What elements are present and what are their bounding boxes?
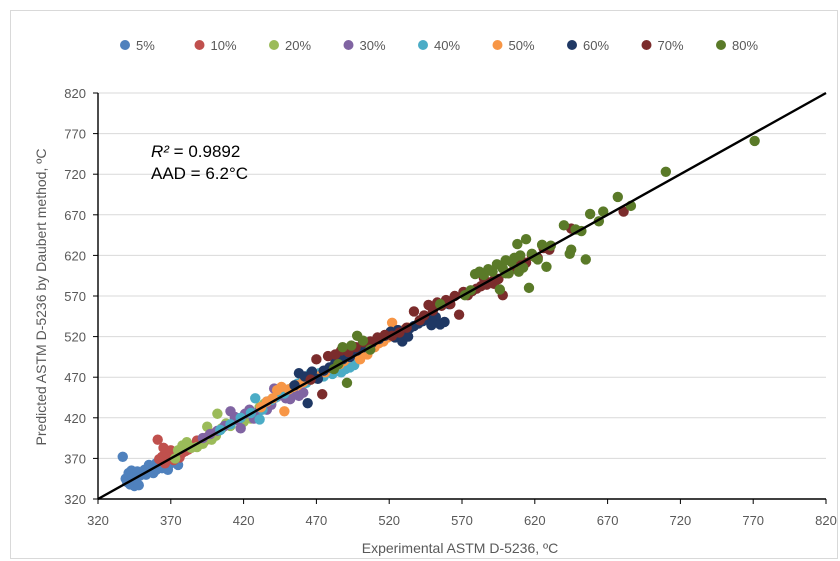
point-40pct-4 bbox=[250, 393, 261, 404]
x-tick-label-470: 470 bbox=[306, 513, 328, 528]
point-80pct-36 bbox=[566, 244, 577, 255]
point-20pct-10 bbox=[212, 408, 223, 419]
point-80pct-6 bbox=[357, 335, 369, 346]
point-80pct-2 bbox=[337, 341, 348, 353]
point-80pct-30 bbox=[532, 254, 543, 265]
y-tick-label-620: 620 bbox=[64, 248, 86, 263]
series-80pct bbox=[328, 135, 760, 389]
x-tick-label-670: 670 bbox=[597, 513, 619, 528]
x-tick-label-720: 720 bbox=[670, 513, 692, 528]
point-80pct-39 bbox=[580, 254, 591, 265]
point-30pct-22 bbox=[298, 387, 309, 398]
parity-line bbox=[97, 91, 827, 501]
point-10pct-22 bbox=[165, 445, 176, 456]
legend: 5% 10% 20% 30% 40% 50% 60% 70% 80% bbox=[120, 38, 758, 53]
point-80pct-31 bbox=[536, 239, 548, 251]
point-5pct-0 bbox=[117, 451, 128, 462]
data-points bbox=[117, 135, 760, 492]
point-5pct-10 bbox=[133, 479, 144, 491]
point-80pct-4 bbox=[346, 340, 357, 351]
legend-marker-40pct bbox=[418, 40, 428, 50]
point-70pct-25 bbox=[453, 309, 465, 320]
point-80pct-34 bbox=[558, 220, 570, 231]
legend-label-40pct: 40% bbox=[434, 38, 460, 53]
x-tick-label-320: 320 bbox=[87, 513, 109, 528]
annotation-r2: R² = 0.9892 bbox=[151, 142, 240, 161]
point-80pct-32 bbox=[541, 261, 552, 272]
legend-label-50pct: 50% bbox=[509, 38, 535, 53]
y-tick-label-520: 520 bbox=[64, 330, 86, 345]
point-80pct-27 bbox=[523, 282, 535, 294]
legend-label-70pct: 70% bbox=[658, 38, 684, 53]
point-80pct-26 bbox=[520, 233, 532, 245]
point-60pct-26 bbox=[426, 320, 437, 331]
legend-marker-60pct bbox=[567, 40, 577, 50]
legend-label-10pct: 10% bbox=[211, 38, 237, 53]
point-50pct-31 bbox=[354, 354, 366, 365]
y-tick-label-470: 470 bbox=[64, 370, 86, 385]
x-axis-title: Experimental ASTM D-5236, ºC bbox=[362, 540, 559, 556]
legend-marker-30pct bbox=[343, 40, 354, 50]
legend-marker-20pct bbox=[269, 40, 279, 50]
x-tick-label-820: 820 bbox=[815, 513, 837, 528]
point-80pct-24 bbox=[515, 250, 526, 261]
point-80pct-48 bbox=[513, 266, 524, 277]
point-80pct-43 bbox=[612, 191, 623, 203]
x-tick-label-420: 420 bbox=[233, 513, 255, 528]
x-tick-label-370: 370 bbox=[160, 513, 182, 528]
x-tick-label-570: 570 bbox=[451, 513, 473, 528]
y-axis-title: Predicted ASTM D-5236 by Daubert method,… bbox=[33, 149, 49, 446]
annotation-aad: AAD = 6.2°C bbox=[151, 164, 248, 183]
series-5pct bbox=[117, 451, 184, 492]
y-tick-label-420: 420 bbox=[64, 411, 86, 426]
point-70pct-15 bbox=[408, 306, 420, 317]
point-70pct-2 bbox=[317, 389, 328, 400]
y-tick-label-770: 770 bbox=[64, 127, 86, 142]
y-tick-label-570: 570 bbox=[64, 289, 86, 304]
y-tick-label-370: 370 bbox=[64, 451, 86, 466]
point-80pct-46 bbox=[749, 135, 760, 147]
legend-label-30pct: 30% bbox=[360, 38, 386, 53]
x-tick-label-770: 770 bbox=[742, 513, 764, 528]
point-70pct-44 bbox=[618, 206, 629, 217]
point-80pct-45 bbox=[660, 166, 672, 177]
point-60pct-3 bbox=[302, 397, 313, 409]
x-tick-label-520: 520 bbox=[378, 513, 400, 528]
point-50pct-5 bbox=[279, 406, 290, 417]
y-tick-label-820: 820 bbox=[64, 86, 86, 101]
legend-label-20pct: 20% bbox=[285, 38, 311, 53]
point-40pct-5 bbox=[254, 414, 265, 425]
legend-marker-10pct bbox=[194, 40, 205, 50]
legend-marker-50pct bbox=[492, 40, 503, 50]
point-60pct-29 bbox=[439, 316, 450, 328]
legend-label-60pct: 60% bbox=[583, 38, 609, 53]
point-70pct-1 bbox=[311, 354, 322, 365]
y-tick-label-670: 670 bbox=[64, 208, 86, 223]
y-tick-label-320: 320 bbox=[64, 492, 86, 507]
x-tick-label-620: 620 bbox=[524, 513, 546, 528]
point-10pct-0 bbox=[152, 434, 163, 445]
legend-label-5pct: 5% bbox=[136, 38, 155, 53]
axes bbox=[93, 92, 827, 504]
y-tick-label-720: 720 bbox=[64, 167, 86, 182]
point-60pct-32 bbox=[402, 331, 414, 342]
legend-marker-80pct bbox=[716, 40, 726, 50]
point-80pct-42 bbox=[598, 206, 609, 217]
tick-labels: 320 370 420 470 520 570 620 670 720 770 820 320 370 4… bbox=[64, 86, 837, 528]
annotation-r2-symbol: R² bbox=[151, 142, 170, 161]
point-30pct-7 bbox=[235, 423, 246, 434]
legend-label-80pct: 80% bbox=[732, 38, 758, 53]
legend-marker-70pct bbox=[641, 40, 652, 50]
annotation-r2-value: = 0.9892 bbox=[169, 142, 240, 161]
point-80pct-40 bbox=[584, 208, 596, 220]
point-80pct-23 bbox=[512, 238, 523, 250]
point-50pct-26 bbox=[386, 317, 398, 328]
legend-marker-5pct bbox=[120, 40, 130, 50]
point-60pct-4 bbox=[306, 366, 318, 377]
point-80pct-17 bbox=[494, 284, 506, 295]
point-80pct-3 bbox=[341, 377, 353, 389]
